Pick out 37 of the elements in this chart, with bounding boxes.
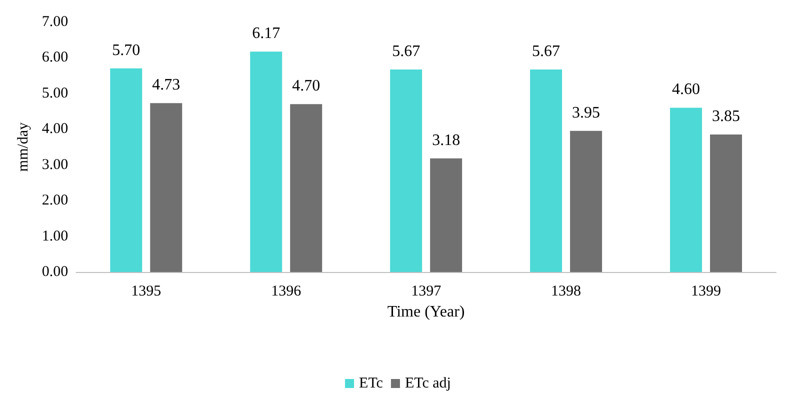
data-label: 4.60 bbox=[672, 81, 700, 98]
data-label: 5.67 bbox=[532, 43, 560, 60]
bar bbox=[430, 158, 462, 272]
y-tick-label: 6.00 bbox=[42, 50, 68, 66]
legend-label: ETc bbox=[359, 376, 384, 392]
x-tick-label: 1399 bbox=[691, 284, 722, 300]
y-tick-label: 5.00 bbox=[42, 85, 68, 102]
data-label: 4.70 bbox=[292, 78, 320, 95]
data-label: 5.70 bbox=[112, 42, 140, 59]
legend-label: ETc adj bbox=[404, 376, 451, 392]
data-label: 3.85 bbox=[712, 108, 740, 125]
y-tick-label: 1.00 bbox=[42, 228, 68, 244]
y-tick-label: 7.00 bbox=[42, 14, 68, 30]
bar bbox=[150, 103, 182, 272]
x-tick-label: 1397 bbox=[411, 284, 442, 300]
bar bbox=[670, 108, 702, 272]
x-tick-label: 1395 bbox=[131, 284, 162, 300]
x-axis-title: Time (Year) bbox=[387, 304, 465, 320]
bar bbox=[250, 52, 282, 272]
bar bbox=[570, 130, 602, 272]
bar bbox=[710, 134, 742, 272]
data-label: 3.18 bbox=[432, 132, 460, 149]
bar bbox=[110, 68, 142, 272]
data-label: 6.17 bbox=[252, 25, 280, 42]
y-axis-title: mm/day bbox=[16, 122, 32, 172]
bar bbox=[530, 70, 562, 272]
y-tick-label: 4.00 bbox=[42, 121, 68, 138]
bar bbox=[290, 104, 322, 272]
bar bbox=[390, 70, 422, 272]
x-tick-label: 1398 bbox=[551, 284, 582, 300]
data-label: 4.73 bbox=[152, 76, 180, 94]
y-tick-label: 0.00 bbox=[42, 264, 68, 280]
x-tick-label: 1396 bbox=[271, 284, 302, 300]
data-label: 3.95 bbox=[572, 104, 600, 122]
data-label: 5.67 bbox=[392, 43, 420, 60]
y-tick-label: 3.00 bbox=[42, 156, 68, 173]
y-tick-label: 2.00 bbox=[42, 192, 68, 209]
